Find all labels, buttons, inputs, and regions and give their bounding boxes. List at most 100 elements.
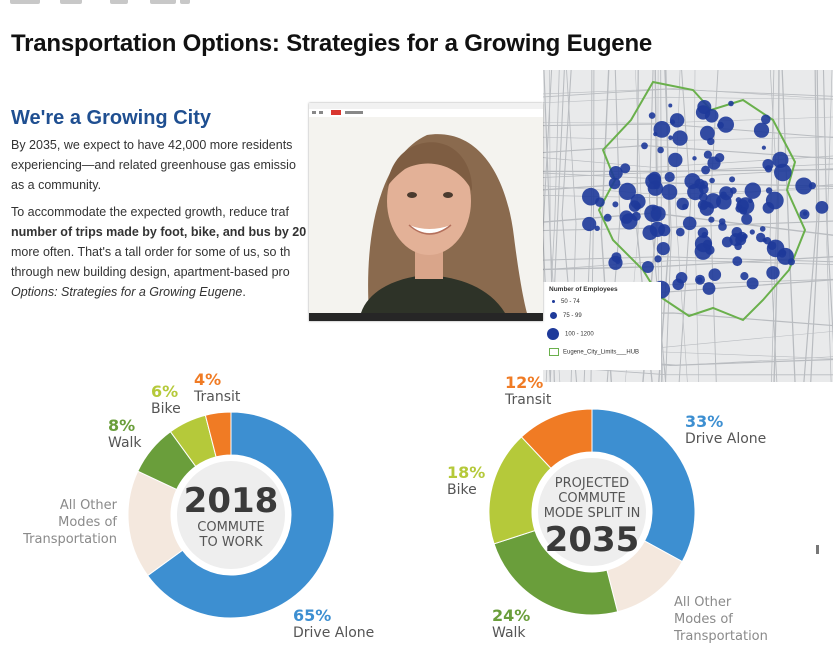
- employer-dot: [668, 103, 673, 108]
- map-road: [543, 256, 833, 263]
- employer-dot: [719, 186, 734, 201]
- employer-dot: [641, 261, 654, 273]
- employer-dot: [657, 146, 664, 154]
- employer-dot: [700, 125, 715, 141]
- label-2018-walk: 8% Walk: [108, 416, 142, 451]
- page-title: Transportation Options: Strategies for a…: [11, 30, 653, 57]
- video-titlebar[interactable]: [309, 103, 543, 109]
- employer-dot: [718, 218, 726, 225]
- employer-dot: [802, 211, 808, 216]
- employer-dot: [765, 187, 773, 194]
- map-road: [543, 123, 833, 138]
- map-road: [773, 70, 780, 382]
- donut-2035-caption-line: MODE SPLIT IN: [543, 506, 641, 521]
- label-2018-transit: 4% Transit: [194, 370, 241, 405]
- employer-dot: [740, 272, 749, 281]
- map-road: [543, 88, 833, 100]
- donut-2035-slice-drive-alone: [591, 408, 696, 563]
- employer-dot: [762, 159, 774, 171]
- label-2035-walk: 24% Walk: [492, 606, 531, 641]
- employer-dot: [675, 272, 688, 284]
- employer-dot: [762, 202, 775, 214]
- speaker-video-feed: [309, 117, 543, 313]
- paragraph-line-end: .: [242, 285, 246, 299]
- employer-dot: [658, 224, 671, 237]
- employer-dot: [702, 239, 712, 249]
- donut-2035-slice-transit: [520, 408, 593, 469]
- paragraph-line: as a community.: [11, 178, 102, 192]
- employer-dot: [654, 255, 662, 263]
- map-road: [543, 116, 833, 124]
- top-cropped-navigation: [0, 0, 833, 6]
- employer-dot: [656, 242, 670, 256]
- legend-row-boundary: Eugene_City_Limits___HUB: [549, 348, 639, 356]
- donut-2018-caption-line: TO WORK: [199, 535, 263, 550]
- employer-dot: [697, 227, 709, 238]
- intro-paragraph: By 2035, we expect to have 42,000 more r…: [11, 135, 341, 195]
- employer-dot: [746, 277, 759, 290]
- employer-dot: [739, 207, 748, 215]
- donut-2018-slice-transit: [204, 411, 232, 458]
- employer-dot: [687, 183, 704, 201]
- employer-dot: [728, 100, 734, 107]
- map-road: [543, 185, 833, 195]
- employer-dot: [701, 165, 710, 175]
- label-2018-drive-alone: 65% Drive Alone: [293, 606, 375, 641]
- employer-dot: [708, 268, 722, 281]
- employer-dot: [707, 156, 721, 170]
- employer-dot: [702, 282, 716, 295]
- paragraph-line: To accommodate the expected growth, redu…: [11, 205, 289, 219]
- document-title-link[interactable]: Options: Strategies for a Growing Eugene: [11, 285, 243, 299]
- label-2018-bike: 6% Bike: [151, 382, 181, 417]
- donut-2018-slice-drive-alone: [146, 411, 335, 619]
- employer-dot: [619, 210, 633, 224]
- employer-dot: [668, 135, 673, 140]
- paragraph-bold-text: number of trips made by foot, bike, and …: [11, 225, 307, 239]
- section-heading: We're a Growing City: [11, 107, 211, 129]
- employer-dot: [732, 256, 743, 267]
- record-badge-icon[interactable]: [331, 110, 341, 115]
- legend-row-small: 50 - 74: [549, 299, 580, 305]
- employer-dot: [642, 225, 658, 241]
- employer-dot: [612, 201, 619, 208]
- employer-dot: [707, 137, 715, 146]
- label-2018-other: All Other Modes of Transportation: [23, 498, 117, 547]
- employer-dot: [651, 206, 656, 211]
- label-2035-drive-alone: 33% Drive Alone: [685, 412, 767, 447]
- paragraph-line: through new building design, apartment-b…: [11, 265, 290, 279]
- employer-dot: [717, 116, 734, 133]
- employer-dot: [661, 184, 678, 200]
- strategy-paragraph: To accommodate the expected growth, redu…: [11, 202, 341, 302]
- map-road: [781, 70, 796, 382]
- map-road: [826, 70, 833, 382]
- legend-row-medium: 75 - 99: [549, 312, 582, 319]
- employer-dot: [703, 150, 712, 159]
- employer-dot: [672, 130, 688, 146]
- employer-dot: [692, 156, 697, 161]
- label-2035-transit: 12% Transit: [505, 373, 552, 408]
- employer-dot: [704, 109, 719, 123]
- employer-dot: [676, 227, 685, 237]
- employer-dot: [729, 176, 736, 183]
- video-call-window[interactable]: [309, 103, 543, 321]
- map-road: [769, 70, 778, 382]
- employer-dot: [709, 177, 715, 184]
- employer-dot: [630, 193, 646, 210]
- employer-dot: [611, 252, 622, 263]
- employer-dot: [620, 163, 631, 174]
- donut-2035-year: 2035: [544, 520, 640, 560]
- donut-2018-year: 2018: [183, 481, 279, 521]
- paragraph-line: experiencing—and related greenhouse gas …: [11, 158, 296, 172]
- employer-dot: [808, 182, 816, 190]
- employer-dot: [741, 213, 753, 225]
- employer-dot: [735, 197, 742, 203]
- donut-2035-center: PROJECTED COMMUTE MODE SPLIT IN 2035: [532, 476, 652, 559]
- employer-dot: [759, 226, 766, 232]
- employer-dot: [594, 225, 600, 231]
- speaker-silhouette: [309, 117, 543, 313]
- employer-dot: [609, 166, 623, 180]
- employer-dot: [664, 171, 675, 183]
- legend-title: Number of Employees: [549, 286, 618, 293]
- employer-dot: [705, 193, 721, 209]
- map-road: [543, 163, 833, 178]
